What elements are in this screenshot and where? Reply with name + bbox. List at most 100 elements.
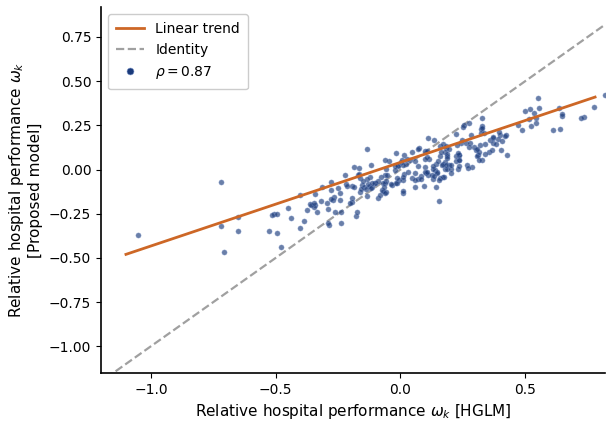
Point bbox=[433, 169, 442, 176]
Point bbox=[382, 172, 392, 178]
Point bbox=[370, 179, 380, 186]
Point bbox=[517, 126, 527, 133]
Point bbox=[465, 140, 474, 146]
Point bbox=[367, 184, 376, 191]
Point bbox=[436, 149, 446, 155]
Point bbox=[428, 166, 438, 172]
Point bbox=[488, 134, 498, 140]
Point bbox=[442, 165, 452, 172]
Point bbox=[365, 173, 375, 180]
Point bbox=[534, 105, 543, 112]
Point bbox=[451, 158, 461, 164]
Point bbox=[434, 197, 444, 204]
Point bbox=[557, 112, 567, 119]
Point bbox=[475, 142, 485, 149]
Point bbox=[407, 175, 417, 181]
Point bbox=[397, 156, 407, 163]
Point bbox=[309, 203, 319, 210]
Point bbox=[480, 151, 490, 158]
Point bbox=[391, 179, 401, 186]
Point bbox=[392, 150, 401, 157]
Point bbox=[501, 131, 511, 138]
Point bbox=[386, 181, 396, 187]
Point bbox=[417, 175, 427, 182]
Point bbox=[474, 149, 484, 155]
Point bbox=[476, 130, 486, 137]
Point bbox=[366, 161, 376, 168]
Point bbox=[387, 181, 397, 188]
Point bbox=[323, 220, 333, 226]
Point bbox=[424, 155, 433, 162]
Point bbox=[133, 232, 143, 238]
Point bbox=[469, 143, 479, 150]
Point bbox=[384, 158, 394, 164]
Point bbox=[354, 165, 364, 172]
Point bbox=[423, 134, 433, 141]
Point bbox=[233, 214, 243, 221]
Point bbox=[433, 157, 442, 164]
Point bbox=[353, 171, 362, 178]
Point bbox=[488, 140, 498, 146]
Point bbox=[335, 197, 345, 204]
Point bbox=[305, 200, 315, 207]
Point bbox=[349, 184, 359, 191]
Point bbox=[419, 183, 429, 190]
Point bbox=[439, 173, 449, 180]
Point bbox=[452, 142, 461, 149]
Point bbox=[326, 178, 335, 185]
Point bbox=[316, 197, 326, 204]
Point bbox=[359, 184, 369, 191]
Point bbox=[440, 148, 450, 155]
Point bbox=[441, 162, 451, 169]
Point bbox=[487, 146, 497, 153]
Point bbox=[458, 137, 468, 144]
Point bbox=[367, 184, 377, 190]
Point bbox=[401, 161, 411, 168]
Point bbox=[456, 140, 466, 146]
Point bbox=[357, 181, 367, 188]
Point bbox=[416, 173, 426, 180]
Point bbox=[329, 193, 339, 200]
Point bbox=[580, 113, 589, 120]
Point bbox=[345, 200, 355, 207]
Point bbox=[379, 180, 389, 187]
Point bbox=[485, 137, 495, 144]
Point bbox=[422, 154, 432, 160]
Point bbox=[484, 149, 494, 156]
Point bbox=[370, 180, 380, 187]
Point bbox=[361, 186, 371, 193]
Point bbox=[441, 145, 451, 152]
Point bbox=[356, 188, 365, 195]
Point bbox=[394, 177, 403, 184]
Point bbox=[427, 172, 437, 178]
Point bbox=[403, 169, 413, 175]
Point bbox=[576, 114, 586, 121]
Point bbox=[524, 116, 534, 122]
Point bbox=[283, 205, 293, 212]
Point bbox=[393, 163, 403, 169]
Point bbox=[430, 136, 439, 143]
Point bbox=[328, 196, 338, 203]
Point bbox=[323, 205, 333, 212]
Point bbox=[466, 131, 476, 138]
Point bbox=[373, 195, 383, 202]
Point bbox=[407, 149, 417, 156]
Point bbox=[422, 147, 432, 154]
Point bbox=[477, 124, 487, 131]
Point bbox=[379, 184, 389, 191]
Point bbox=[477, 115, 487, 122]
Point bbox=[377, 187, 387, 193]
Point bbox=[357, 178, 367, 184]
Point bbox=[392, 180, 402, 187]
Point bbox=[233, 228, 243, 235]
Point bbox=[330, 209, 340, 216]
Point bbox=[451, 153, 461, 160]
Point bbox=[216, 178, 226, 185]
Point bbox=[312, 208, 322, 215]
Point bbox=[442, 153, 452, 160]
Point bbox=[373, 178, 383, 184]
Point bbox=[494, 129, 504, 136]
Point bbox=[496, 146, 506, 153]
Point bbox=[410, 158, 420, 164]
Point bbox=[444, 161, 453, 168]
